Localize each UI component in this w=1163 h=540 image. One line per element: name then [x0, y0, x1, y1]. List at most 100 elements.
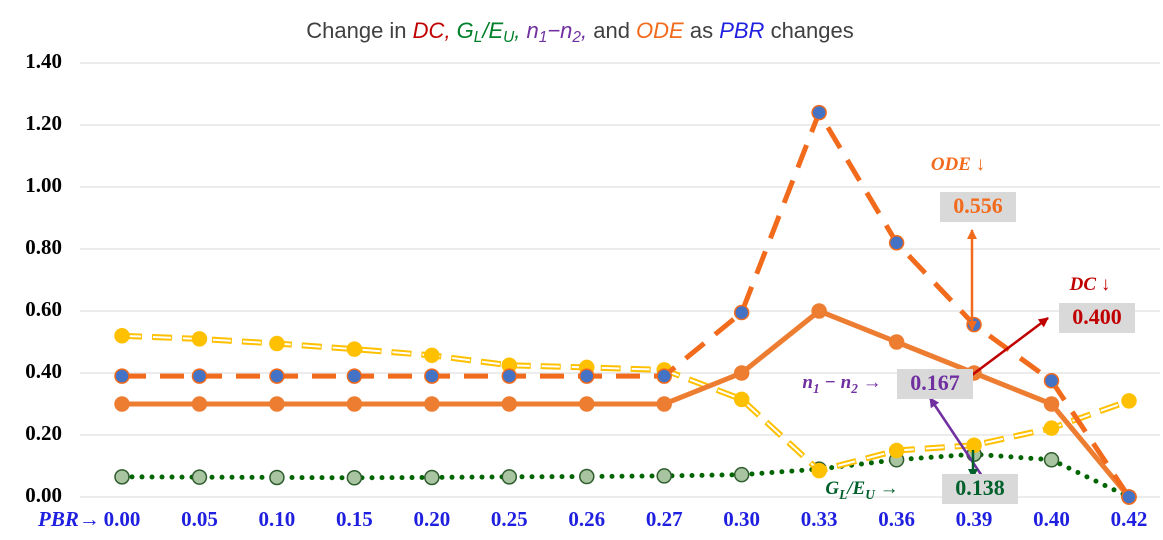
- data-point: [966, 316, 982, 333]
- data-point: [424, 469, 440, 486]
- text-part: U: [865, 487, 876, 502]
- text-part: →: [875, 478, 899, 499]
- data-point: [733, 466, 750, 483]
- text-part: ODE: [636, 18, 684, 43]
- data-point: [114, 396, 130, 412]
- data-point: [733, 391, 750, 408]
- data-point: [501, 396, 518, 412]
- text-part: − n: [820, 372, 852, 393]
- data-point: [269, 368, 285, 384]
- data-point: [114, 469, 130, 485]
- data-point: [501, 469, 518, 485]
- data-point: [1043, 452, 1060, 468]
- text-part: 2: [571, 29, 581, 46]
- text-part: n: [527, 18, 539, 43]
- data-point: [1043, 396, 1060, 412]
- text-part: ,: [581, 18, 593, 43]
- data-point: [656, 468, 672, 484]
- x-tick-label: 0.27: [646, 507, 683, 531]
- data-point: [191, 396, 208, 412]
- y-tick-label: 0.20: [25, 421, 62, 445]
- value-label-box: [940, 192, 1016, 222]
- text-part: DC: [413, 18, 445, 43]
- data-point: [733, 365, 750, 381]
- series-line: [119, 451, 1132, 500]
- text-part: ,: [444, 18, 456, 43]
- data-point: [656, 368, 672, 384]
- data-point: [424, 347, 440, 364]
- x-tick-label: 0.00: [104, 507, 141, 531]
- text-part: /E: [480, 18, 503, 43]
- data-point: [191, 368, 208, 384]
- y-tick-label: 0.40: [25, 359, 62, 383]
- data-point: [269, 469, 285, 486]
- y-tick-label: 1.40: [25, 49, 62, 73]
- data-point: [811, 303, 827, 319]
- x-tick-label: 0.42: [1111, 507, 1148, 531]
- value-label: 0.138: [955, 475, 1005, 500]
- text-part: DC ↓: [1069, 274, 1111, 295]
- text-part: 1: [813, 381, 820, 396]
- x-tick-label: 0.36: [878, 507, 915, 531]
- data-point: [346, 341, 363, 357]
- data-point: [114, 368, 130, 384]
- y-tick-label: 1.00: [25, 173, 62, 197]
- data-point: [579, 368, 595, 384]
- data-point: [191, 331, 208, 347]
- text-part: PBR: [719, 18, 764, 43]
- text-part: 1: [539, 29, 548, 46]
- text-part: 2: [850, 381, 858, 396]
- text-part: n: [802, 372, 813, 393]
- text-part: /E: [845, 478, 865, 499]
- data-point: [1043, 420, 1060, 436]
- data-point: [424, 368, 440, 384]
- data-point: [888, 334, 905, 350]
- data-point: [1121, 393, 1137, 409]
- data-point: [888, 442, 905, 459]
- data-point: [269, 396, 285, 412]
- value-label-box: [897, 369, 973, 399]
- annotation-arrow: [971, 317, 1049, 376]
- text-part: −n: [547, 18, 572, 43]
- value-label: 0.167: [910, 370, 960, 395]
- data-point: [114, 328, 130, 344]
- y-tick-label: 0.80: [25, 235, 62, 259]
- annotation: DC ↓: [1069, 274, 1111, 295]
- y-tick-label: 0.60: [25, 297, 62, 321]
- series-line: [122, 110, 1132, 499]
- x-tick-label: 0.33: [801, 507, 838, 531]
- text-part: L: [838, 487, 847, 502]
- annotation: n1 − n2 →: [802, 372, 881, 396]
- text-part: changes: [764, 18, 853, 43]
- data-point: [656, 396, 672, 412]
- value-label: 0.400: [1072, 304, 1122, 329]
- text-part: G: [457, 18, 474, 43]
- series-line: [122, 308, 1131, 499]
- x-tick-label: 0.26: [568, 507, 605, 531]
- text-part: ,: [514, 18, 526, 43]
- x-tick-label: 0.05: [181, 507, 218, 531]
- text-part: and: [593, 18, 636, 43]
- data-point: [888, 235, 905, 251]
- x-tick-label: 0.10: [259, 507, 296, 531]
- x-tick-label: 0.40: [1033, 507, 1070, 531]
- chart-title: Change in DC, GL/EU, n1−n2, and ODE as P…: [306, 18, 854, 46]
- text-part: Change in: [306, 18, 412, 43]
- text-part: as: [684, 18, 719, 43]
- data-point: [191, 469, 208, 485]
- value-label-box: [1059, 303, 1135, 333]
- x-tick-label: 0.39: [956, 507, 993, 531]
- data-point: [501, 368, 518, 384]
- x-tick-label: 0.20: [413, 507, 450, 531]
- x-tick-label: 0.25: [491, 507, 528, 531]
- text-part: →: [858, 372, 882, 393]
- data-point: [1043, 373, 1060, 389]
- text-part: ODE ↓: [931, 154, 985, 175]
- data-point: [1121, 489, 1137, 505]
- data-point: [424, 396, 440, 412]
- value-label-box: [942, 474, 1018, 504]
- text-part: G: [825, 478, 839, 499]
- data-point: [346, 470, 363, 486]
- annotation: ODE ↓: [931, 154, 985, 175]
